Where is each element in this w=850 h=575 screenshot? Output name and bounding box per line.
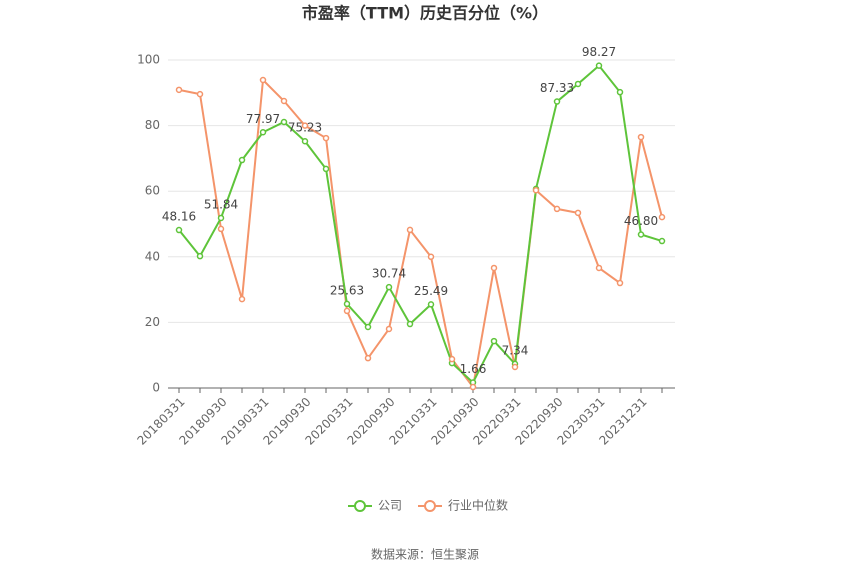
series-line xyxy=(178,77,663,390)
series-line xyxy=(178,64,663,385)
data-point xyxy=(217,214,225,222)
data-point xyxy=(553,98,561,105)
y-tick-label: 20 xyxy=(145,315,160,329)
data-point xyxy=(259,76,267,84)
data-point xyxy=(595,264,603,272)
data-point xyxy=(532,186,540,194)
chart-title: 市盈率（TTM）历史百分位（%） xyxy=(302,4,548,23)
data-point xyxy=(175,86,183,94)
data-point xyxy=(574,209,582,217)
data-point xyxy=(301,122,309,129)
data-point xyxy=(448,355,456,363)
source-note: 数据来源：恒生聚源 xyxy=(371,547,479,562)
y-tick-label: 0 xyxy=(152,381,160,395)
data-point xyxy=(553,205,561,213)
data-point xyxy=(364,354,372,362)
data-point xyxy=(427,301,435,308)
data-point xyxy=(658,213,666,221)
data-label: 87.33 xyxy=(540,81,574,95)
data-point xyxy=(238,295,246,303)
legend-marker xyxy=(424,500,436,512)
data-point xyxy=(385,283,393,291)
data-label: 51.84 xyxy=(204,197,238,211)
legend-marker xyxy=(354,500,366,512)
y-tick-label: 80 xyxy=(145,118,160,132)
data-point xyxy=(301,137,309,145)
data-label: 25.49 xyxy=(414,284,448,298)
data-label: 25.63 xyxy=(330,283,364,297)
data-label: 98.27 xyxy=(582,45,616,59)
data-point xyxy=(280,118,288,126)
data-point xyxy=(658,237,666,245)
data-point xyxy=(238,156,246,164)
data-point xyxy=(196,252,204,260)
data-label: 48.16 xyxy=(162,210,196,224)
data-point xyxy=(490,264,498,272)
data-point xyxy=(616,279,624,287)
data-point xyxy=(616,88,624,96)
data-label: 7.34 xyxy=(502,343,529,357)
y-tick-label: 100 xyxy=(137,53,160,67)
data-point xyxy=(469,383,477,391)
data-label: 77.97 xyxy=(246,112,280,126)
data-point xyxy=(406,320,414,328)
data-point xyxy=(364,323,372,331)
data-label: 46.80 xyxy=(624,214,658,228)
data-label: 30.74 xyxy=(372,267,406,281)
legend-label: 公司 xyxy=(378,499,402,513)
data-point xyxy=(490,337,498,345)
data-point xyxy=(322,134,330,142)
data-point xyxy=(595,62,603,69)
data-point xyxy=(217,225,225,233)
data-point xyxy=(322,165,330,173)
data-point xyxy=(343,300,351,308)
data-point xyxy=(511,363,519,371)
data-point xyxy=(574,80,582,88)
data-point xyxy=(637,231,645,238)
data-point xyxy=(406,226,414,234)
data-point xyxy=(385,325,393,333)
y-tick-label: 40 xyxy=(145,249,160,263)
data-point xyxy=(280,97,288,105)
data-point xyxy=(175,226,183,234)
data-point xyxy=(637,133,645,141)
data-point xyxy=(343,307,351,315)
data-label: 1.66 xyxy=(460,362,487,376)
y-tick-label: 60 xyxy=(145,184,160,198)
data-point xyxy=(427,253,435,261)
data-point xyxy=(259,129,267,136)
legend-label: 行业中位数 xyxy=(448,498,508,513)
data-point xyxy=(196,90,204,98)
